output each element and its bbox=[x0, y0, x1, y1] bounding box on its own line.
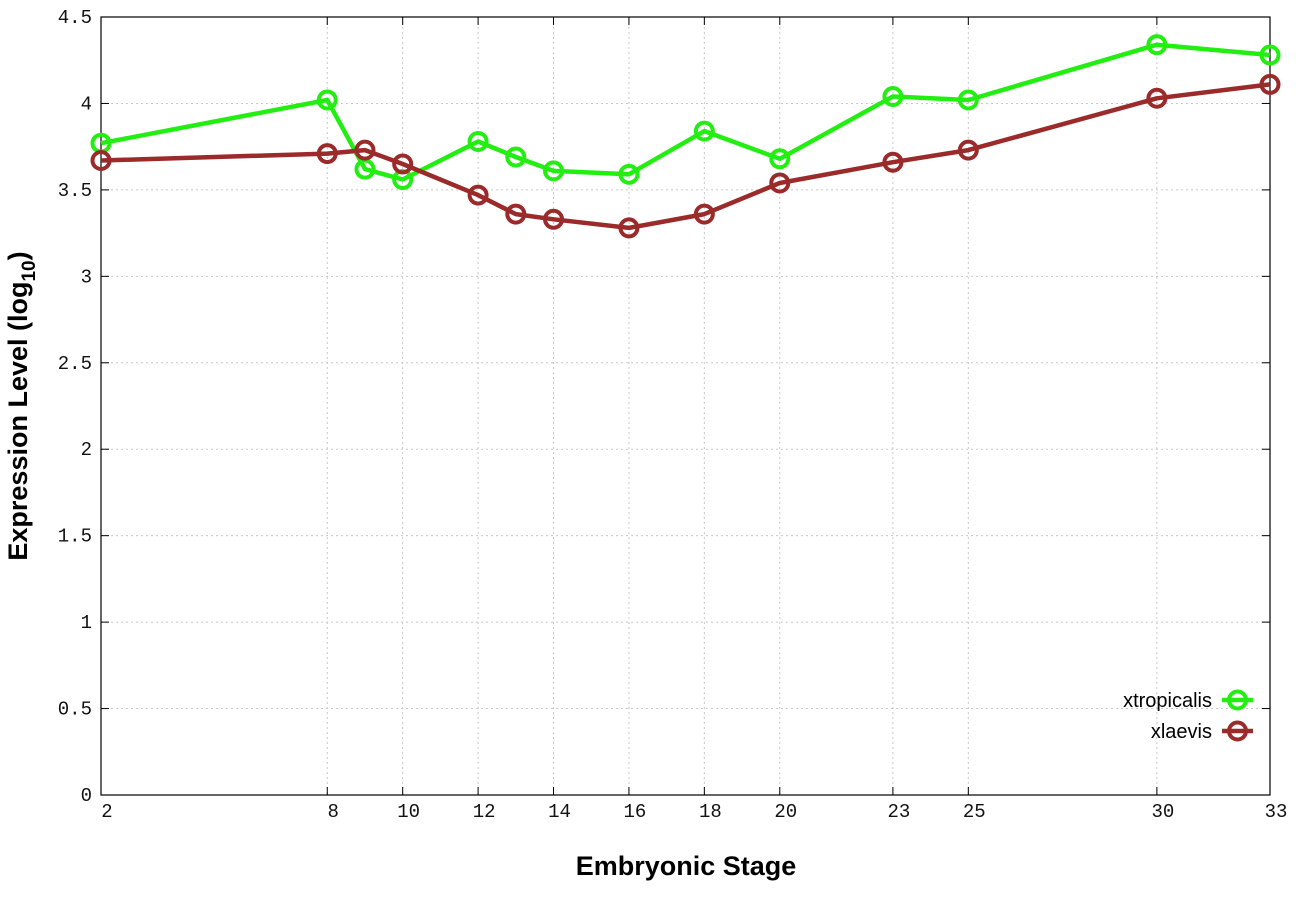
x-tick-label: 2 bbox=[101, 801, 112, 823]
x-tick-label: 30 bbox=[1151, 801, 1174, 823]
x-tick-label: 23 bbox=[887, 801, 910, 823]
data-point-xtropicalis bbox=[316, 89, 338, 111]
data-point-xlaevis bbox=[882, 151, 904, 173]
data-point-xlaevis bbox=[354, 139, 376, 161]
plot-frame bbox=[100, 16, 1271, 796]
series-line-xlaevis bbox=[100, 82, 1271, 231]
data-point-xtropicalis bbox=[543, 160, 565, 182]
data-point-xtropicalis bbox=[354, 158, 376, 180]
legend-marker-xtropicalis bbox=[1227, 689, 1248, 711]
y-tick-label: 4.5 bbox=[58, 7, 92, 29]
data-point-xlaevis bbox=[467, 184, 489, 206]
x-tick-label: 18 bbox=[699, 801, 722, 823]
data-point-xlaevis bbox=[769, 172, 791, 194]
data-point-xtropicalis bbox=[1146, 34, 1168, 56]
data-point-xtropicalis bbox=[693, 120, 715, 142]
data-point-xtropicalis bbox=[1259, 44, 1281, 66]
data-point-xtropicalis bbox=[882, 86, 904, 108]
x-tick-label: 16 bbox=[624, 801, 647, 823]
y-axis-title: Expression Level (log10) bbox=[3, 251, 40, 560]
data-point-xtropicalis bbox=[467, 130, 489, 152]
y-tick-label: 4 bbox=[81, 93, 92, 115]
data-series bbox=[90, 34, 1281, 239]
data-point-xtropicalis bbox=[769, 148, 791, 170]
x-axis-title: Embryonic Stage bbox=[576, 851, 797, 881]
data-point-xlaevis bbox=[1259, 73, 1281, 95]
data-point-xlaevis bbox=[543, 208, 565, 230]
data-point-xtropicalis bbox=[618, 163, 640, 185]
y-tick-label: 3.5 bbox=[58, 180, 92, 202]
data-point-xtropicalis bbox=[505, 146, 527, 168]
data-point-xlaevis bbox=[618, 217, 640, 239]
y-tick-label: 0 bbox=[81, 785, 92, 807]
x-tick-label: 25 bbox=[963, 801, 986, 823]
x-tick-label: 12 bbox=[473, 801, 496, 823]
legend-label-xlaevis: xlaevis bbox=[1151, 721, 1212, 743]
x-tick-label: 8 bbox=[328, 801, 339, 823]
legend: xtropicalis xlaevis bbox=[1123, 689, 1253, 743]
data-point-xlaevis bbox=[957, 139, 979, 161]
series-line-xtropicalis bbox=[100, 42, 1271, 182]
y-tick-label: 2 bbox=[81, 439, 92, 461]
y-tick-label: 1 bbox=[81, 612, 92, 634]
axis-ticks: 0 0.5 1 1.5 2 2.5 3 3.5 4 4.5 2 8 10 12 14 16 18 20 23 25 30… bbox=[58, 7, 1288, 823]
legend-marker-xlaevis bbox=[1227, 720, 1248, 742]
data-point-xlaevis bbox=[693, 203, 715, 225]
y-tick-label: 0.5 bbox=[58, 699, 92, 721]
y-tick-label: 2.5 bbox=[58, 353, 92, 375]
data-point-xlaevis bbox=[392, 153, 414, 175]
x-tick-label: 20 bbox=[774, 801, 797, 823]
x-tick-label: 33 bbox=[1265, 801, 1288, 823]
data-point-xtropicalis bbox=[957, 89, 979, 111]
data-point-xlaevis bbox=[1146, 87, 1168, 109]
data-point-xlaevis bbox=[90, 149, 112, 171]
grid-lines bbox=[101, 17, 1270, 795]
x-tick-label: 14 bbox=[548, 801, 571, 823]
data-point-xlaevis bbox=[316, 143, 338, 165]
x-tick-label: 10 bbox=[397, 801, 420, 823]
data-point-xlaevis bbox=[505, 203, 527, 225]
y-tick-label: 1.5 bbox=[58, 526, 92, 548]
y-axis-title-subscript: 10 bbox=[19, 260, 40, 281]
y-tick-label: 3 bbox=[81, 266, 92, 288]
legend-label-xtropicalis: xtropicalis bbox=[1123, 690, 1212, 712]
